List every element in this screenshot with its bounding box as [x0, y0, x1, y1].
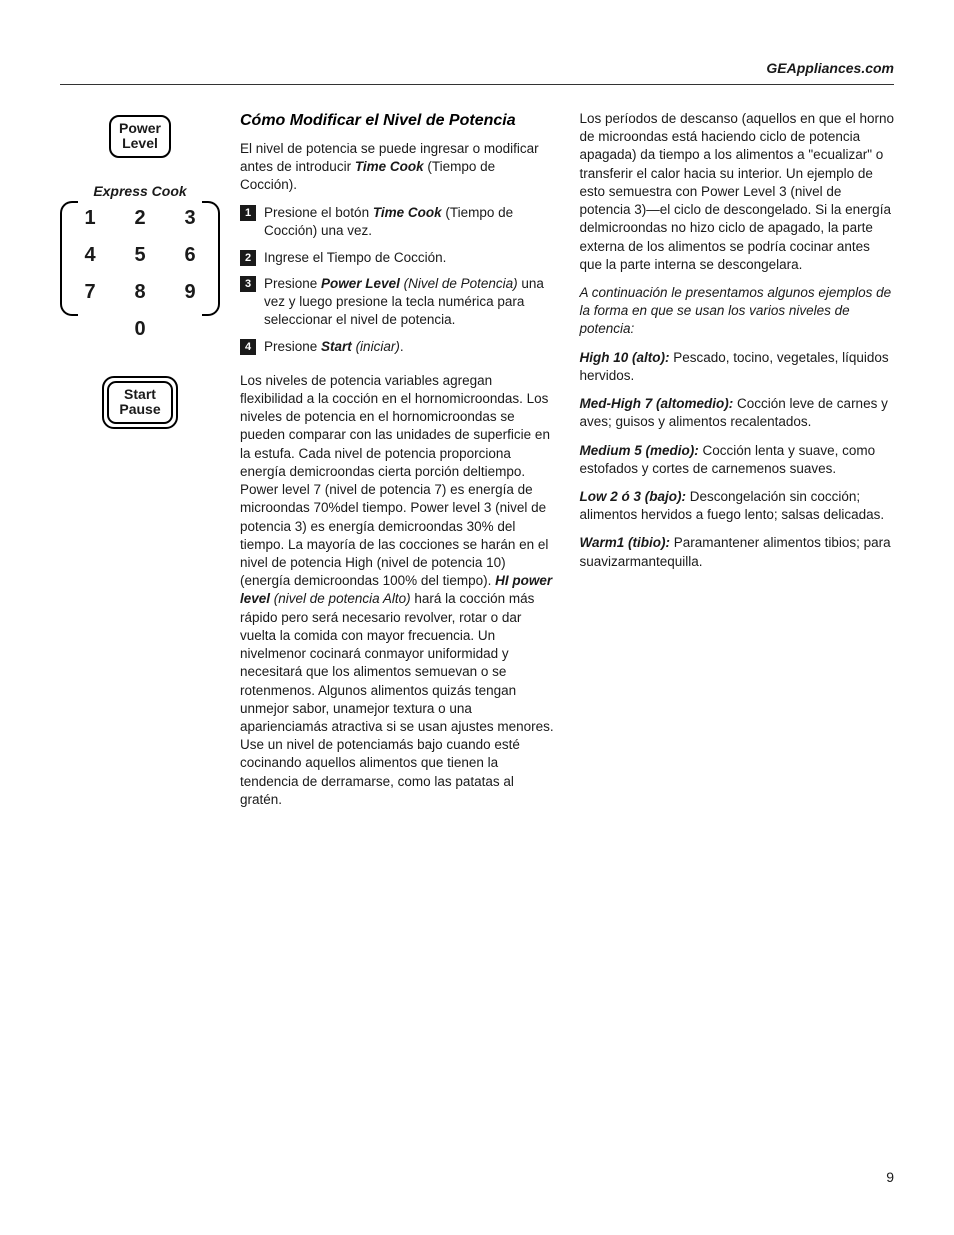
step-4: 4 Presione Start (iniciar). — [240, 338, 555, 356]
body-para: Los períodos de descanso (aquellos en qu… — [580, 110, 895, 274]
text: . — [400, 339, 404, 354]
manual-page: GEAppliances.com Power Level Express Coo… — [0, 0, 954, 1235]
header-brand: GEAppliances.com — [60, 60, 894, 85]
key-4: 4 — [78, 244, 102, 267]
text-bold: Time Cook — [355, 159, 424, 174]
level-head: Low 2 ó 3 (bajo): — [580, 489, 687, 504]
text-bold: Power Level — [321, 276, 400, 291]
text: Presione — [264, 276, 321, 291]
text-bold: Start — [321, 339, 352, 354]
text-italic: (iniciar) — [352, 339, 400, 354]
step-text: Presione el botón Time Cook (Tiempo de C… — [264, 204, 555, 240]
text-italic: (Nivel de Potencia) — [400, 276, 518, 291]
step-2: 2 Ingrese el Tiempo de Cocción. — [240, 249, 555, 267]
level-item: Medium 5 (medio): Cocción lenta y suave,… — [580, 442, 895, 478]
column-2: Los períodos de descanso (aquellos en qu… — [580, 110, 895, 819]
start-pause-button-graphic: Start Pause — [102, 376, 177, 429]
text-italic: (nivel de potencia Alto) — [270, 591, 411, 606]
text-columns: Cómo Modificar el Nivel de Potencia El n… — [240, 110, 894, 819]
level-head: Warm1 (tibio): — [580, 535, 671, 550]
content-area: Power Level Express Cook 1 2 3 4 5 6 7 8… — [60, 110, 894, 819]
power-level-button-graphic: Power Level — [109, 115, 171, 158]
step-text: Ingrese el Tiempo de Cocción. — [264, 249, 555, 267]
key-0: 0 — [128, 318, 152, 341]
key-7: 7 — [78, 281, 102, 304]
label: Start — [124, 386, 156, 402]
label: Pause — [119, 401, 160, 417]
keypad-title: Express Cook — [60, 183, 220, 199]
step-number-icon: 4 — [240, 339, 256, 355]
label: Power — [119, 120, 161, 136]
level-head: High 10 (alto): — [580, 350, 670, 365]
key-9: 9 — [178, 281, 202, 304]
step-number-icon: 1 — [240, 205, 256, 221]
key-5: 5 — [128, 244, 152, 267]
step-1: 1 Presione el botón Time Cook (Tiempo de… — [240, 204, 555, 240]
key-1: 1 — [78, 207, 102, 230]
sidebar-illustration: Power Level Express Cook 1 2 3 4 5 6 7 8… — [60, 110, 220, 819]
level-item: High 10 (alto): Pescado, tocino, vegetal… — [580, 349, 895, 385]
keypad-grid: 1 2 3 4 5 6 7 8 9 0 — [60, 201, 220, 351]
body-para-italic: A continuación le presentamos algunos ej… — [580, 284, 895, 339]
page-number: 9 — [886, 1169, 894, 1185]
step-3: 3 Presione Power Level (Nivel de Potenci… — [240, 275, 555, 330]
key-6: 6 — [178, 244, 202, 267]
intro-para: El nivel de potencia se puede ingresar o… — [240, 140, 555, 195]
key-2: 2 — [128, 207, 152, 230]
text: Los niveles de potencia variables agrega… — [240, 373, 550, 588]
body-para: Los niveles de potencia variables agrega… — [240, 372, 555, 809]
key-3: 3 — [178, 207, 202, 230]
step-number-icon: 3 — [240, 276, 256, 292]
level-head: Med-High 7 (altomedio): — [580, 396, 734, 411]
key-8: 8 — [128, 281, 152, 304]
column-1: Cómo Modificar el Nivel de Potencia El n… — [240, 110, 555, 819]
text: hará la cocción más rápido pero será nec… — [240, 591, 554, 806]
text-bold: Time Cook — [373, 205, 442, 220]
keypad-graphic: Express Cook 1 2 3 4 5 6 7 8 9 0 — [60, 183, 220, 351]
step-text: Presione Start (iniciar). — [264, 338, 555, 356]
level-item: Warm1 (tibio): Paramantener alimentos ti… — [580, 534, 895, 570]
text: Presione — [264, 339, 321, 354]
step-number-icon: 2 — [240, 250, 256, 266]
level-head: Medium 5 (medio): — [580, 443, 699, 458]
label: Level — [122, 135, 158, 151]
level-item: Med-High 7 (altomedio): Cocción leve de … — [580, 395, 895, 431]
section-title: Cómo Modificar el Nivel de Potencia — [240, 110, 555, 132]
step-text: Presione Power Level (Nivel de Potencia)… — [264, 275, 555, 330]
level-item: Low 2 ó 3 (bajo): Descongelación sin coc… — [580, 488, 895, 524]
start-pause-inner: Start Pause — [107, 381, 172, 424]
text: Presione el botón — [264, 205, 373, 220]
